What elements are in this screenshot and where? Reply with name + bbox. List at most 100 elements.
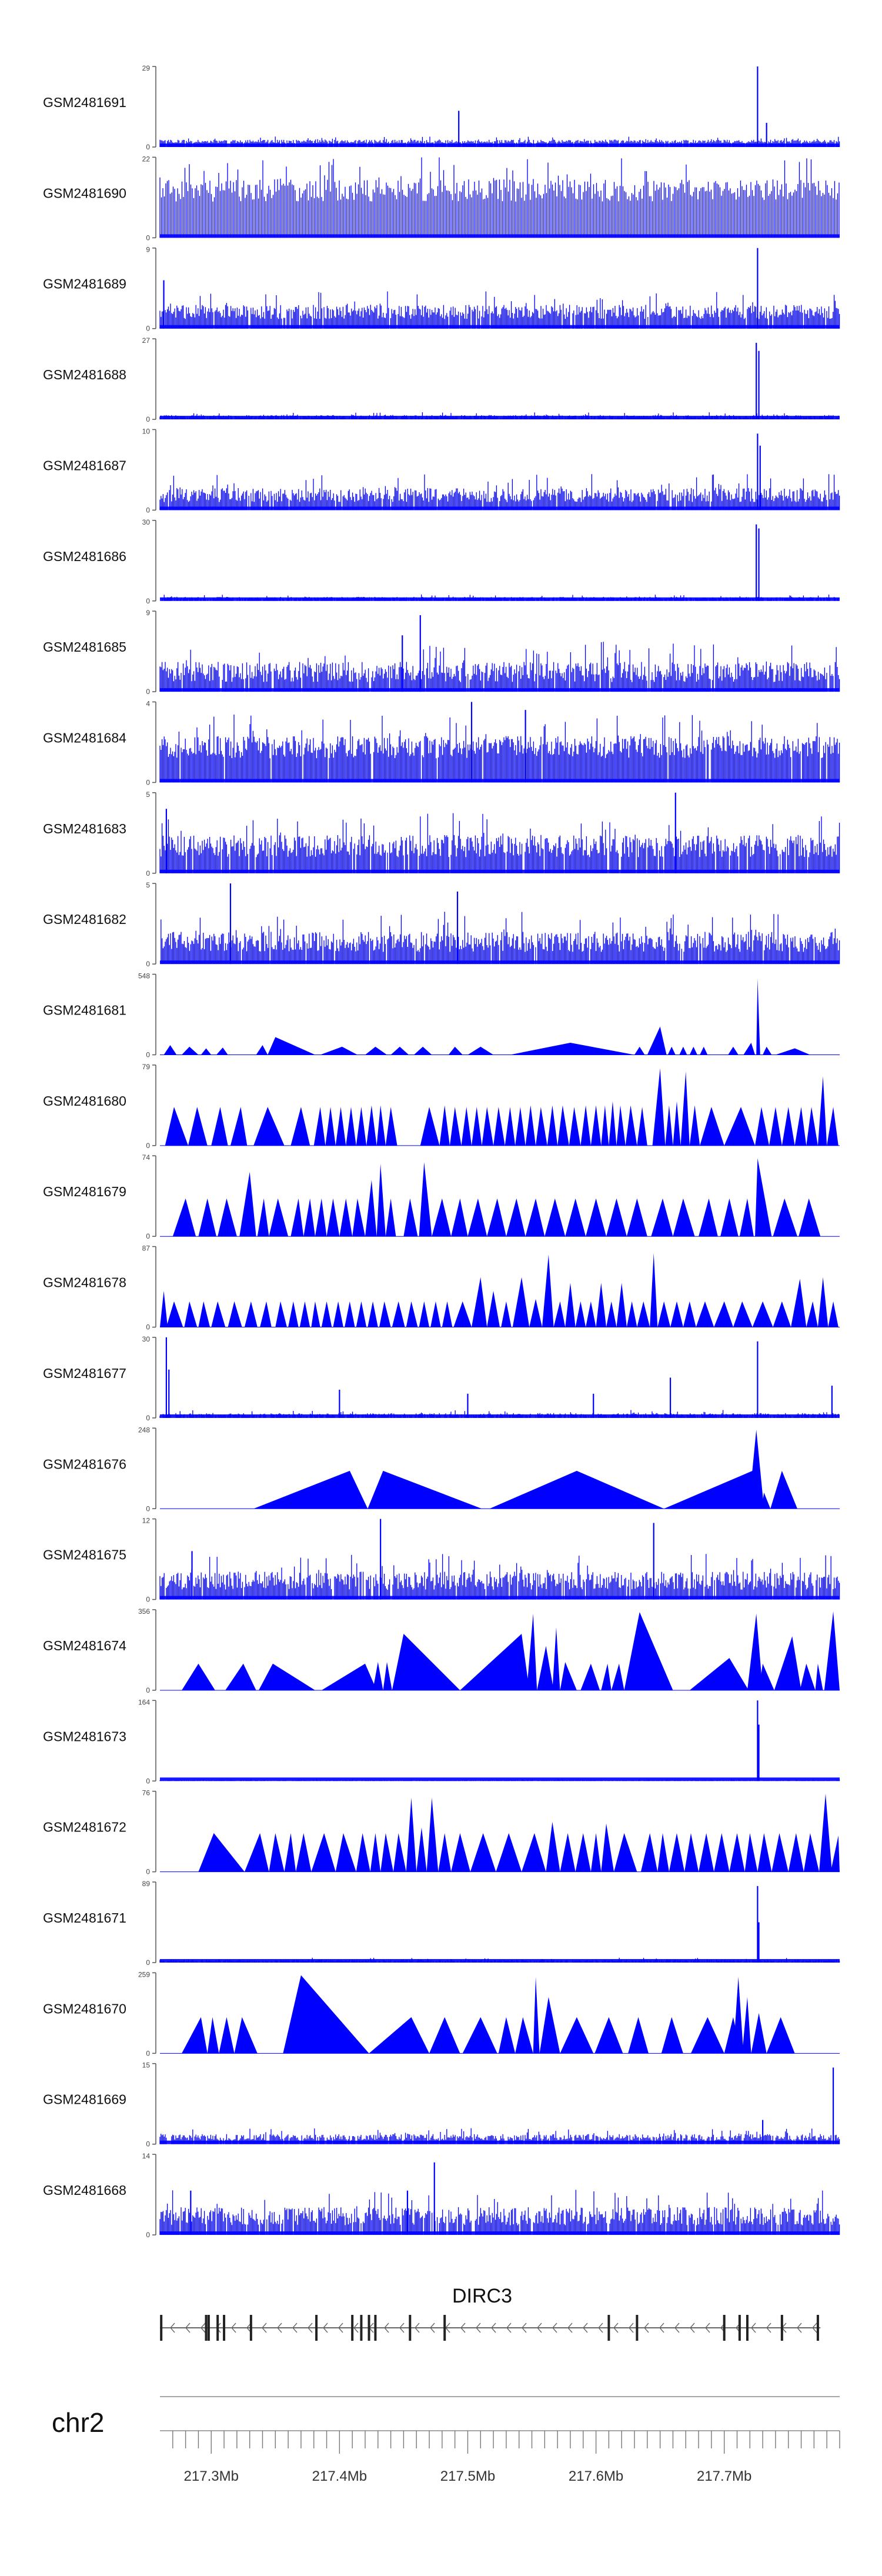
signal-peak	[244, 1301, 258, 1327]
signal-bars	[159, 2190, 840, 2235]
signal-peak	[586, 1198, 607, 1237]
signal-peak	[537, 1646, 554, 1690]
signal-baseline	[160, 1596, 840, 1600]
signal-peak	[830, 1836, 840, 1872]
signal-peak	[565, 1283, 576, 1327]
strand-arrow	[308, 2323, 313, 2333]
signal-peak	[383, 1662, 392, 1690]
track-GSM2481687: GSM2481687 10 0	[43, 427, 840, 514]
signal-peak	[515, 2017, 533, 2054]
signal-peak	[657, 1301, 671, 1327]
signal-peak	[673, 1198, 695, 1237]
signal-peak	[467, 1198, 487, 1237]
signal-peak	[625, 1105, 637, 1146]
signal-peak	[611, 1663, 624, 1690]
strand-arrow	[430, 2323, 435, 2333]
signal-baseline	[160, 597, 840, 601]
signal-peak	[257, 1198, 269, 1237]
track-GSM2481680: GSM2481680 79 0	[43, 1063, 840, 1150]
signal-peak	[376, 1105, 386, 1146]
signal-peak	[239, 1172, 256, 1237]
signal-peak	[828, 1301, 838, 1327]
signal-peak	[216, 1047, 228, 1055]
signal-peak	[770, 1470, 798, 1509]
strand-arrow	[262, 2323, 267, 2333]
strand-arrow	[170, 2323, 175, 2333]
strand-arrow	[583, 2323, 588, 2333]
signal-peak	[788, 1833, 804, 1872]
signal-peak	[569, 1107, 581, 1146]
signal-baseline	[160, 960, 840, 965]
signal-peak	[373, 1662, 383, 1690]
signal-peak	[311, 1301, 320, 1327]
track-GSM2481686: GSM2481686 30 0	[43, 518, 840, 605]
track-GSM2481671: GSM2481671 89 0	[43, 1880, 840, 1967]
track-GSM2481668: GSM2481668 14 0	[43, 2152, 840, 2239]
y-min-tick-label: 0	[146, 143, 150, 151]
signal-baseline	[160, 416, 840, 420]
signal-peak	[182, 2017, 208, 2054]
signal-baseline	[160, 144, 840, 147]
signal-peak	[580, 1663, 600, 1690]
y-min-tick-label: 0	[146, 1686, 150, 1694]
signal-peak	[679, 1046, 687, 1055]
signal-peak	[258, 1663, 315, 1690]
track-GSM2481677: GSM2481677 30 0	[43, 1335, 840, 1422]
track-GSM2481688: GSM2481688 27 0	[43, 336, 840, 423]
signal-peak	[321, 1301, 332, 1327]
signal-peak	[166, 1301, 183, 1327]
signal-peak	[256, 1045, 268, 1055]
signal-bars	[159, 291, 840, 329]
strand-arrow	[598, 2323, 603, 2333]
signal-peak	[689, 1046, 697, 1055]
signal-peak	[451, 1198, 468, 1237]
strand-arrow	[277, 2323, 282, 2333]
track-label: GSM2481673	[43, 1729, 126, 1744]
signal-peak	[184, 1301, 198, 1327]
signal-baseline	[160, 2140, 840, 2144]
track-GSM2481683: GSM2481683 5 0	[43, 790, 840, 877]
signal-peak	[426, 1797, 439, 1872]
strand-arrow	[812, 2323, 817, 2333]
track-GSM2481676: GSM2481676 248 0	[43, 1426, 840, 1513]
signal-peak	[451, 1833, 470, 1872]
signal-peak	[385, 1198, 396, 1237]
strand-arrow	[644, 2323, 649, 2333]
signal-peak	[626, 1198, 647, 1237]
strand-arrow	[751, 2323, 756, 2333]
y-min-tick-label: 0	[146, 2049, 150, 2057]
y-min-tick-label: 0	[146, 1596, 150, 1604]
signal-peak	[714, 1301, 733, 1327]
track-GSM2481679: GSM2481679 74 0	[43, 1153, 840, 1240]
signal-peak	[269, 1833, 285, 1872]
track-label: GSM2481683	[43, 821, 126, 836]
signal-peak	[769, 1107, 782, 1146]
y-min-tick-label: 0	[146, 2140, 150, 2148]
track-label: GSM2481680	[43, 1093, 126, 1109]
signal-peak	[339, 1198, 353, 1237]
signal-peak	[684, 1833, 699, 1872]
signal-peak	[498, 2017, 516, 2054]
signal-peak	[510, 1042, 635, 1055]
y-max-tick-label: 9	[146, 609, 150, 617]
signal-peak	[234, 2017, 258, 2054]
signal-peak	[525, 1105, 536, 1146]
signal-peak	[299, 1301, 310, 1327]
signal-peak	[333, 1301, 343, 1327]
signal-peak	[733, 1977, 744, 2054]
y-min-tick-label: 0	[146, 1414, 150, 1422]
signal-peak	[794, 1107, 807, 1146]
signal-peak	[759, 1663, 774, 1690]
signal-peak	[269, 1198, 289, 1237]
signal-peak	[290, 1198, 304, 1237]
signal-peak	[742, 1997, 751, 2054]
y-max-tick-label: 30	[142, 518, 151, 526]
signal-peak	[714, 1833, 730, 1872]
signal-peak	[553, 1301, 566, 1327]
signal-peak	[565, 1198, 586, 1237]
track-label: GSM2481674	[43, 1638, 126, 1653]
strand-arrow	[522, 2323, 527, 2333]
signal-peak	[253, 1470, 368, 1509]
track-GSM2481669: GSM2481669 15 0	[43, 2061, 840, 2148]
